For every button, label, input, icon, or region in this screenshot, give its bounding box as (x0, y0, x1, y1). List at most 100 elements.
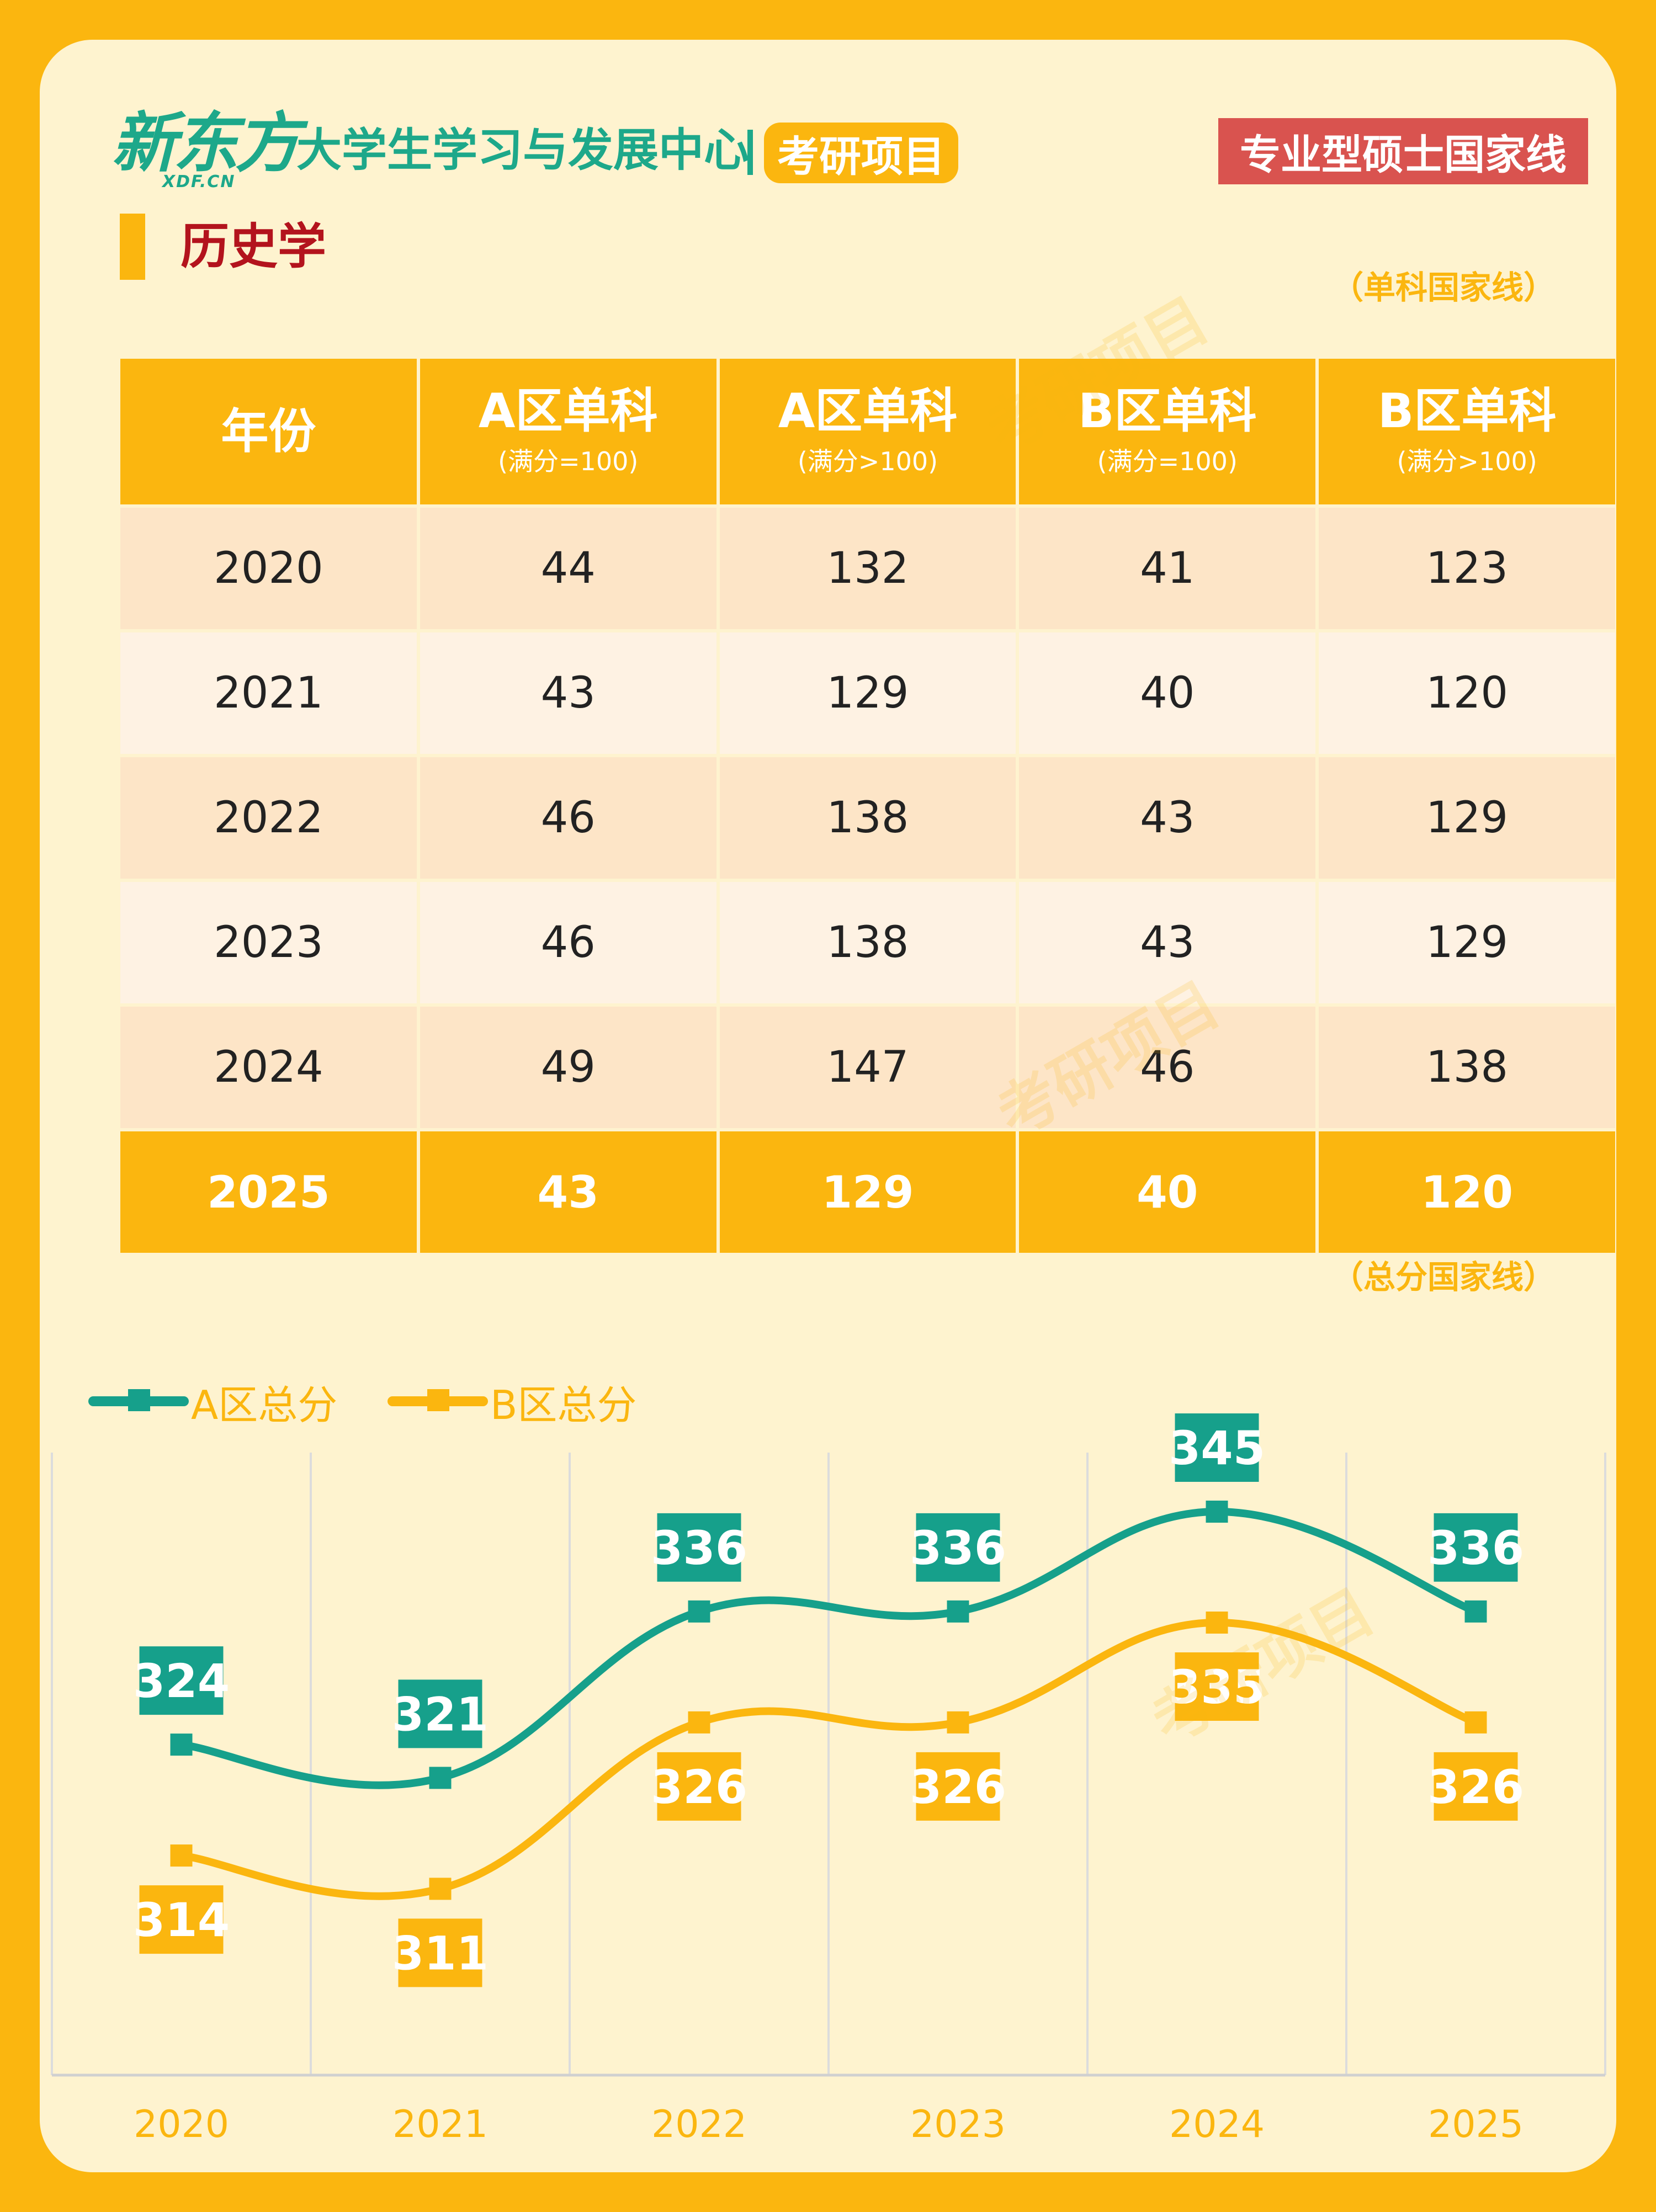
data-point (170, 1734, 193, 1756)
value-label-box (1434, 1513, 1518, 1582)
table-cell: 2024 (120, 1007, 417, 1128)
value-label-box (916, 1513, 1000, 1582)
x-tick-label: 2022 (651, 2103, 747, 2146)
legend-swatch-a (88, 1389, 189, 1411)
table-header-cell: A区单科 (满分=100) (420, 359, 716, 504)
data-point (947, 1600, 969, 1623)
value-label: 311 (392, 1926, 489, 1980)
value-label-box (916, 1752, 1000, 1821)
project-pill: 考研项目 (764, 123, 958, 183)
legend-label-b: B区总分 (490, 1381, 637, 1428)
xdf-logo-domain: XDF.CN (162, 172, 236, 192)
table-cell: 2022 (120, 757, 417, 879)
table-row: 2023 46 138 43 129 (120, 882, 1615, 1003)
center-name: 大学生学习与发展中心 (296, 124, 750, 177)
table-cell: 132 (719, 508, 1016, 629)
value-label-box (657, 1513, 741, 1582)
data-point (688, 1711, 710, 1734)
legend-item-a: A区总分 (88, 1371, 337, 1432)
value-label: 321 (392, 1687, 489, 1741)
data-point (1206, 1612, 1228, 1634)
table-header-cell: A区单科 (满分>100) (719, 359, 1016, 504)
table-cell: 120 (1319, 632, 1615, 754)
table-cell: 2025 (120, 1131, 417, 1253)
poster-card: 新东方 XDF.CN 大学生学习与发展中心 考研项目 专业型硕士国家线 历史学 … (40, 40, 1616, 2172)
table-header-cell: B区单科 (满分>100) (1319, 359, 1615, 504)
table-cell: 2020 (120, 508, 417, 629)
table-header-cell: 年份 (120, 359, 417, 504)
value-label: 336 (910, 1521, 1006, 1575)
data-point (947, 1711, 969, 1734)
table-row: 2020 44 132 41 123 (120, 508, 1615, 629)
value-label-box (1175, 1413, 1259, 1482)
value-label-box (398, 1918, 482, 1987)
single-score-table: 年份 A区单科 (满分=100) A区单科 (满分>100) B区单科 (满分=100… (117, 355, 1616, 1256)
series-line-a (177, 1507, 1480, 1789)
table-cell: 138 (719, 757, 1016, 879)
table-cell: 129 (719, 632, 1016, 754)
value-label: 326 (1427, 1760, 1524, 1814)
value-label: 335 (1169, 1660, 1265, 1714)
table-cell: 147 (719, 1007, 1016, 1128)
data-point (429, 1878, 452, 1900)
table-cell: 44 (420, 508, 716, 629)
table-cell: 40 (1019, 1131, 1316, 1253)
x-tick-label: 2023 (910, 2103, 1006, 2146)
single-score-note: （单科国家线） (1331, 269, 1556, 306)
table-cell: 129 (1319, 882, 1615, 1003)
table-header-row: 年份 A区单科 (满分=100) A区单科 (满分>100) B区单科 (满分=100… (120, 359, 1615, 504)
data-point (170, 1844, 193, 1867)
table-cell: 49 (420, 1007, 716, 1128)
value-label: 345 (1169, 1421, 1265, 1475)
table-cell: 40 (1019, 632, 1316, 754)
table-cell: 46 (420, 882, 716, 1003)
value-label-box (398, 1679, 482, 1748)
data-point (688, 1600, 710, 1623)
value-label: 324 (133, 1654, 230, 1708)
data-point (1464, 1600, 1487, 1623)
value-label-box (139, 1646, 224, 1715)
total-score-line-chart: 2020 2021 2022 2023 2024 2025 324 321 336 336 345 3… (51, 1413, 1606, 2146)
table-row: 2021 43 129 40 120 (120, 632, 1615, 754)
data-point (1464, 1711, 1487, 1734)
data-point (1206, 1501, 1228, 1523)
table-row: 2022 46 138 43 129 (120, 757, 1615, 879)
table-cell: 123 (1319, 508, 1615, 629)
title-accent-bar (120, 214, 145, 280)
data-point (429, 1767, 452, 1789)
table-cell: 2021 (120, 632, 417, 754)
legend-label-a: A区总分 (191, 1381, 338, 1428)
table-cell: 129 (719, 1131, 1016, 1253)
table-cell: 138 (1319, 1007, 1615, 1128)
value-label-box (139, 1885, 224, 1954)
table-cell: 43 (420, 1131, 716, 1253)
table-cell: 43 (420, 632, 716, 754)
value-label: 336 (1427, 1521, 1524, 1575)
table-header-cell: B区单科 (满分=100) (1019, 359, 1316, 504)
table-row: 2024 49 147 46 138 (120, 1007, 1615, 1128)
table-cell: 2023 (120, 882, 417, 1003)
table-cell: 46 (420, 757, 716, 879)
header-divider (747, 130, 753, 175)
x-tick-label: 2020 (134, 2103, 229, 2146)
table-cell: 129 (1319, 757, 1615, 879)
total-score-note: （总分国家线） (1331, 1258, 1556, 1296)
x-tick-label: 2021 (392, 2103, 488, 2146)
table-cell: 43 (1019, 757, 1316, 879)
table-cell: 43 (1019, 882, 1316, 1003)
legend-item-b: B区总分 (388, 1371, 636, 1432)
table-cell: 120 (1319, 1131, 1615, 1253)
value-label: 336 (651, 1521, 747, 1575)
degree-type-badge: 专业型硕士国家线 (1218, 118, 1588, 184)
value-label: 314 (133, 1893, 230, 1947)
xdf-logo: 新东方 (112, 105, 300, 181)
subject-title: 历史学 (181, 218, 327, 275)
x-tick-label: 2025 (1428, 2103, 1524, 2146)
value-label-box (1434, 1752, 1518, 1821)
table-row-latest: 2025 43 129 40 120 (120, 1131, 1615, 1253)
legend-swatch-b (388, 1389, 488, 1411)
value-label: 326 (651, 1760, 747, 1814)
x-tick-label: 2024 (1169, 2103, 1265, 2146)
value-label-box (657, 1752, 741, 1821)
table-cell: 46 (1019, 1007, 1316, 1128)
